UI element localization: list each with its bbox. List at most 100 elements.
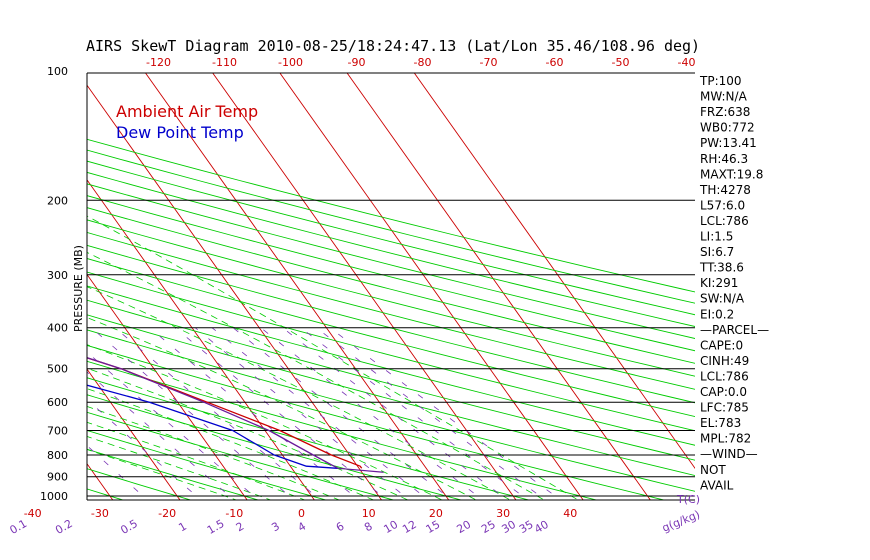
pressure-tick-label: 900 — [47, 471, 68, 484]
isotherm-line — [413, 73, 695, 470]
mixing-ratio-tick-label: 0.2 — [53, 517, 75, 537]
mixing-ratio-tick-label: 30 — [499, 518, 518, 536]
index-entry: PW:13.41 — [700, 136, 757, 150]
mixing-ratio-tick-label: 8 — [362, 520, 375, 535]
dry-adiabat-line — [87, 314, 695, 476]
dry-adiabat-line — [87, 258, 695, 418]
mixing-ratio-tick-label: 25 — [479, 518, 498, 536]
index-entry: WB0:772 — [700, 121, 755, 135]
pressure-tick-label: 400 — [47, 322, 68, 335]
isotherm-line — [0, 73, 49, 505]
index-entry: TT:38.6 — [699, 261, 744, 275]
dry-adiabat-line — [87, 149, 695, 304]
pressure-tick-label: 800 — [47, 449, 68, 462]
top-temp-tick-label: -110 — [212, 56, 237, 69]
dry-adiabat-line — [87, 207, 695, 364]
top-temp-tick-label: -50 — [612, 56, 630, 69]
index-entry: MPL:782 — [700, 432, 751, 446]
mixing-ratio-line — [87, 351, 260, 500]
isotherm-line — [87, 179, 315, 500]
bottom-temp-tick-label: 10 — [362, 507, 376, 520]
mixing-ratio-line — [329, 327, 562, 500]
mixing-ratio-line — [87, 399, 202, 500]
mixing-ratio-tick-label: 3 — [269, 520, 282, 535]
mixing-ratio-line — [0, 328, 42, 505]
dry-adiabat-line — [87, 299, 695, 461]
dry-adiabat-line — [0, 73, 71, 505]
pressure-tick-label: 600 — [47, 396, 68, 409]
index-entry: MAXT:19.8 — [700, 167, 763, 181]
mixing-ratio-tick-label: 12 — [400, 518, 419, 536]
pressure-tick-label: 500 — [47, 363, 68, 376]
dry-adiabat-line — [87, 360, 599, 500]
top-temp-tick-label: -70 — [480, 56, 498, 69]
bottom-temp-tick-label: 20 — [429, 507, 443, 520]
index-entry: CAP:0.0 — [700, 385, 747, 399]
dry-adiabat-line — [87, 429, 328, 500]
dry-adiabat-line — [87, 231, 695, 390]
dewpoint-line — [87, 384, 338, 469]
bottom-temp-tick-label: 0 — [298, 507, 305, 520]
index-entry: CINH:49 — [700, 354, 749, 368]
mixing-ratio-line — [211, 327, 430, 500]
parcel-surface-segment — [338, 467, 384, 473]
mixing-ratio-line — [282, 327, 509, 500]
dry-adiabat-line — [87, 329, 695, 492]
dry-adiabat-line — [87, 183, 695, 339]
mixing-ratio-line — [194, 327, 411, 500]
bottom-temp-tick-label: 30 — [496, 507, 510, 520]
moist-adiabat-line — [87, 344, 443, 500]
index-entry: TH:4278 — [699, 183, 751, 197]
mixing-ratio-line — [174, 327, 388, 500]
bottom-temp-tick-label: -30 — [91, 507, 109, 520]
pressure-tick-label: 200 — [47, 194, 68, 207]
dry-adiabat-line — [87, 160, 695, 316]
dry-adiabat-line — [0, 73, 3, 505]
index-entry: NOT — [700, 463, 726, 477]
index-entry: LI:1.5 — [700, 230, 733, 244]
mixing-ratio-tick-label: 4 — [296, 520, 309, 535]
index-entry: SW:N/A — [700, 292, 745, 306]
dry-adiabat-line — [87, 411, 396, 500]
mixing-ratio-tick-label: 15 — [424, 518, 443, 536]
index-entry: AVAIL — [700, 478, 734, 492]
dry-adiabat-line — [87, 244, 695, 404]
bottom-temp-tick-label: 40 — [563, 507, 577, 520]
dry-adiabat-line — [87, 377, 531, 500]
top-temp-tick-label: -40 — [678, 56, 696, 69]
dry-adiabat-line — [87, 271, 695, 432]
index-entry: CAPE:0 — [700, 338, 743, 352]
index-entry: SI:6.7 — [700, 245, 734, 259]
mixing-ratio-line — [232, 327, 453, 500]
index-entry: EI:0.2 — [700, 307, 734, 321]
top-temp-tick-label: -60 — [546, 56, 564, 69]
dry-adiabat-line — [87, 171, 695, 327]
mixing-ratio-tick-label: 35 — [517, 518, 536, 536]
index-entry: KI:291 — [700, 276, 738, 290]
mixing-ratio-line — [87, 445, 148, 500]
bottom-temp-tick-label: -10 — [225, 507, 243, 520]
moist-adiabat-line — [87, 251, 546, 500]
index-entry: —PARCEL— — [700, 323, 769, 337]
dry-adiabat-line — [87, 285, 695, 446]
mixing-ratio-line — [149, 327, 360, 500]
pressure-tick-label: 300 — [47, 269, 68, 282]
pressure-tick-label: 100 — [47, 65, 68, 78]
mixing-ratio-tick-label: 1.5 — [205, 517, 227, 537]
dry-adiabat-line — [87, 394, 463, 500]
index-entry: FRZ:638 — [700, 105, 750, 119]
x-axis-label: T(C) — [676, 493, 700, 506]
index-entry: LCL:786 — [700, 214, 749, 228]
isotherm-line — [279, 73, 584, 500]
mixing-ratio-line — [91, 327, 295, 500]
chart-title: AIRS SkewT Diagram 2010-08-25/18:24:47.1… — [86, 37, 700, 55]
legend-ambient-air-temp: Ambient Air Temp — [116, 102, 258, 121]
mixing-ratio-tick-label: 1 — [176, 520, 189, 535]
top-temp-tick-label: -80 — [414, 56, 432, 69]
mixing-ratio-tick-label: 10 — [382, 518, 401, 536]
sounding-profiles — [87, 357, 384, 473]
top-temp-tick-label: -100 — [278, 56, 303, 69]
bottom-temp-tick-label: -20 — [158, 507, 176, 520]
pressure-tick-label: 700 — [47, 425, 68, 438]
